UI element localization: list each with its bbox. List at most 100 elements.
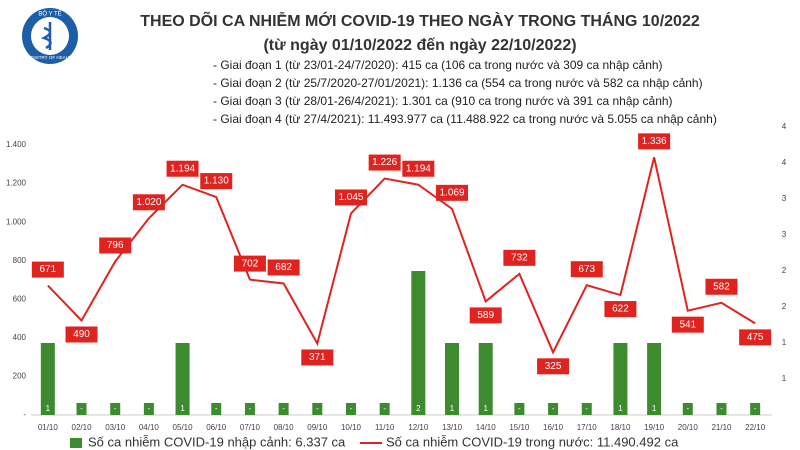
- y2-tick-label: 2: [782, 302, 787, 311]
- value-label: 796: [99, 237, 132, 254]
- value-label-text: 1.336: [642, 136, 667, 147]
- x-tick-label: 12/10: [408, 423, 429, 432]
- bar-stub: [110, 403, 121, 415]
- value-label-box: [99, 237, 132, 254]
- y2-tick-label: 3: [782, 194, 787, 203]
- value-label: 1.194: [166, 160, 199, 177]
- value-label-text: 490: [73, 329, 90, 340]
- value-label-text: 325: [545, 361, 562, 372]
- value-label: 1.020: [132, 194, 165, 211]
- x-tick-label: 11/10: [375, 423, 395, 432]
- value-label: 702: [233, 255, 266, 272]
- bar-label: -: [215, 404, 218, 413]
- value-label: 682: [267, 259, 300, 276]
- y-tick-label: 1.000: [6, 217, 27, 226]
- value-label-text: 1.194: [406, 163, 431, 174]
- bar-stub: [244, 403, 255, 415]
- value-label: 490: [65, 326, 98, 343]
- bar-stub: [42, 403, 53, 415]
- x-tick-label: 06/10: [206, 423, 227, 432]
- bar: [445, 343, 460, 415]
- legend-label: Số ca nhiễm COVID-19 trong nước: 11.490.…: [386, 434, 679, 449]
- value-label-box: [368, 154, 401, 171]
- x-tick-label: 19/10: [644, 423, 665, 432]
- bar-stub: [312, 403, 323, 415]
- value-label: 371: [301, 349, 334, 366]
- bar-stub: [716, 403, 727, 415]
- x-tick-label: 07/10: [240, 423, 261, 432]
- bar: [175, 343, 190, 415]
- bar-label: 1: [450, 404, 455, 413]
- y-tick-label: 800: [13, 256, 27, 265]
- y2-tick-label: 4: [782, 158, 787, 167]
- bar-stub: [615, 403, 626, 415]
- value-label-box: [705, 278, 738, 295]
- bar-label: 1: [483, 404, 488, 413]
- value-label-text: 671: [39, 264, 56, 275]
- y2-tick-label: 1: [782, 374, 787, 383]
- value-label: 1.069: [436, 184, 469, 201]
- value-label: 1.194: [402, 160, 435, 177]
- value-label-text: 371: [309, 352, 326, 363]
- logo: BỘ Y TẾ MINISTRY OF HEALTH: [22, 8, 78, 64]
- value-label-box: [638, 133, 671, 150]
- y-tick-label: 200: [13, 372, 27, 381]
- value-label-box: [301, 349, 334, 366]
- legend-swatch: [70, 438, 82, 448]
- bar-label: -: [114, 404, 117, 413]
- x-tick-label: 15/10: [509, 423, 530, 432]
- y-tick-label: 400: [13, 333, 27, 342]
- x-tick-label: 18/10: [610, 423, 631, 432]
- value-label: 475: [739, 329, 772, 346]
- value-label-box: [537, 358, 570, 375]
- value-label-text: 1.130: [204, 176, 229, 187]
- logo-symbol: [40, 22, 52, 50]
- value-label-box: [570, 261, 603, 278]
- bar-stub: [649, 403, 660, 415]
- bar-stub: [480, 403, 491, 415]
- value-label: 325: [537, 358, 570, 375]
- x-tick-label: 20/10: [678, 423, 699, 432]
- value-label-text: 732: [511, 252, 528, 263]
- bar-stub: [177, 403, 188, 415]
- value-label-text: 622: [612, 304, 629, 315]
- bar-stub: [682, 403, 693, 415]
- bar-label: -: [383, 404, 386, 413]
- x-tick-label: 21/10: [711, 423, 732, 432]
- value-label: 589: [469, 307, 502, 324]
- value-label: 582: [705, 278, 738, 295]
- value-label: 541: [671, 316, 704, 333]
- bar: [613, 343, 628, 415]
- value-label-text: 1.194: [170, 163, 195, 174]
- value-label-text: 541: [679, 319, 696, 330]
- y-tick-label: 1.400: [6, 140, 27, 149]
- x-tick-label: 04/10: [139, 423, 160, 432]
- x-tick-label: 05/10: [173, 423, 194, 432]
- bar: [647, 343, 662, 415]
- chart-subtitle: (từ ngày 01/10/2022 đến ngày 22/10/2022): [263, 37, 576, 54]
- bar-stub: [514, 403, 525, 415]
- value-label: 1.045: [334, 189, 367, 206]
- y-tick-label: 600: [13, 294, 27, 303]
- value-label-box: [402, 160, 435, 177]
- value-label-box: [469, 307, 502, 324]
- value-label-box: [436, 184, 469, 201]
- value-label-text: 1.069: [440, 187, 465, 198]
- bar-stub: [548, 403, 559, 415]
- value-label-box: [200, 173, 233, 190]
- value-label-text: 702: [242, 258, 259, 269]
- value-label-box: [233, 255, 266, 272]
- annotation: - Giai đoạn 2 (từ 25/7/2020-27/01/2021):…: [213, 76, 703, 90]
- bar-stub: [211, 403, 222, 415]
- bar-stub: [413, 403, 424, 415]
- x-tick-label: 01/10: [38, 423, 59, 432]
- bar-label: -: [686, 404, 689, 413]
- value-label-box: [31, 261, 64, 278]
- bar-label: -: [80, 404, 83, 413]
- value-label-box: [132, 194, 165, 211]
- value-label-box: [503, 249, 536, 266]
- bar-label: 1: [652, 404, 657, 413]
- bar-stub: [345, 403, 356, 415]
- bar-label: -: [249, 404, 252, 413]
